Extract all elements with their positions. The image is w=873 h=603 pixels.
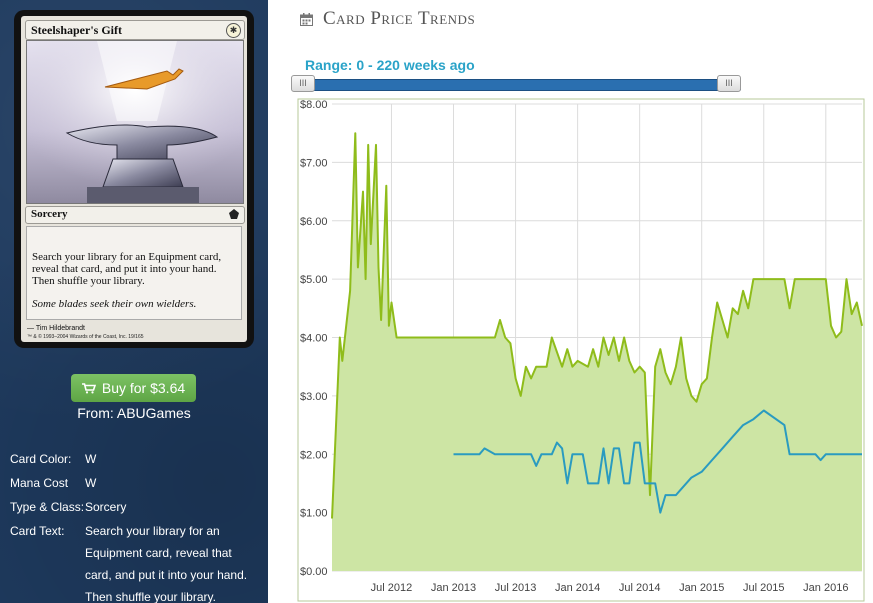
card-rules-text: Search your library for an Equipment car… [32,251,222,287]
x-tick-label: Jul 2014 [619,582,661,594]
card-image: Steelshaper's Gift ✱ [14,10,254,348]
mana-cost-label: Mana Cost [10,476,69,490]
y-tick-label: $8.00 [300,99,328,111]
card-type-bar: Sorcery [25,206,245,224]
y-tick-label: $1.00 [300,508,328,520]
calendar-icon [300,13,313,26]
card-frame: Steelshaper's Gift ✱ [21,16,247,342]
range-slider-end-handle[interactable]: III [717,75,741,92]
artist-name: Tim Hildebrandt [35,325,85,332]
card-name: Steelshaper's Gift [31,23,122,37]
x-tick-label: Jan 2013 [431,582,476,594]
set-symbol-icon [229,209,239,219]
card-color-value: W [85,452,97,466]
range-slider-start-handle[interactable]: III [291,75,315,92]
anvil-artwork [27,41,243,203]
card-text-label: Card Text: [10,524,65,538]
card-sidebar: Steelshaper's Gift ✱ [0,0,268,603]
type-class-value: Sorcery [85,500,127,514]
type-class-label: Type & Class: [10,500,85,514]
card-text-box: Search your library for an Equipment car… [26,226,242,320]
y-tick-label: $7.00 [300,157,328,169]
y-tick-label: $6.00 [300,216,328,228]
cart-icon [81,383,96,394]
buy-button-label: Buy for $3.64 [101,380,186,396]
x-tick-label: Jul 2013 [495,582,537,594]
series-0-line [331,132,863,519]
mana-cost-value: W [85,476,97,490]
x-tick-label: Jan 2014 [555,582,600,594]
x-tick-label: Jan 2015 [679,582,724,594]
y-tick-label: $2.00 [300,449,328,461]
card-artist: — Tim Hildebrandt [27,325,85,332]
x-tick-label: Jul 2012 [371,582,413,594]
card-copyright: ™ & © 1993–2004 Wizards of the Coast, In… [27,334,144,340]
card-color-label: Card Color: [10,452,72,466]
x-tick-label: Jan 2016 [803,582,848,594]
y-tick-label: $3.00 [300,391,328,403]
buy-button[interactable]: Buy for $3.64 [71,374,196,402]
series-0-area [332,133,862,571]
series-1-line [453,409,862,514]
range-label: Range: 0 - 220 weeks ago [305,57,475,73]
card-title-bar: Steelshaper's Gift ✱ [25,20,245,40]
card-flavor-text: Some blades seek their own wielders. [32,298,197,310]
x-tick-label: Jul 2015 [743,582,785,594]
card-artwork [26,40,244,204]
chart-title: Card Price Trends [323,8,476,29]
card-text-value: Search your library for an Equipment car… [85,524,248,603]
y-tick-label: $0.00 [300,566,328,578]
seller-line: From: ABUGames [77,405,191,421]
card-type-line: Sorcery [31,208,68,220]
y-tick-label: $5.00 [300,274,328,286]
white-mana-icon: ✱ [226,23,241,38]
y-tick-label: $4.00 [300,333,328,345]
